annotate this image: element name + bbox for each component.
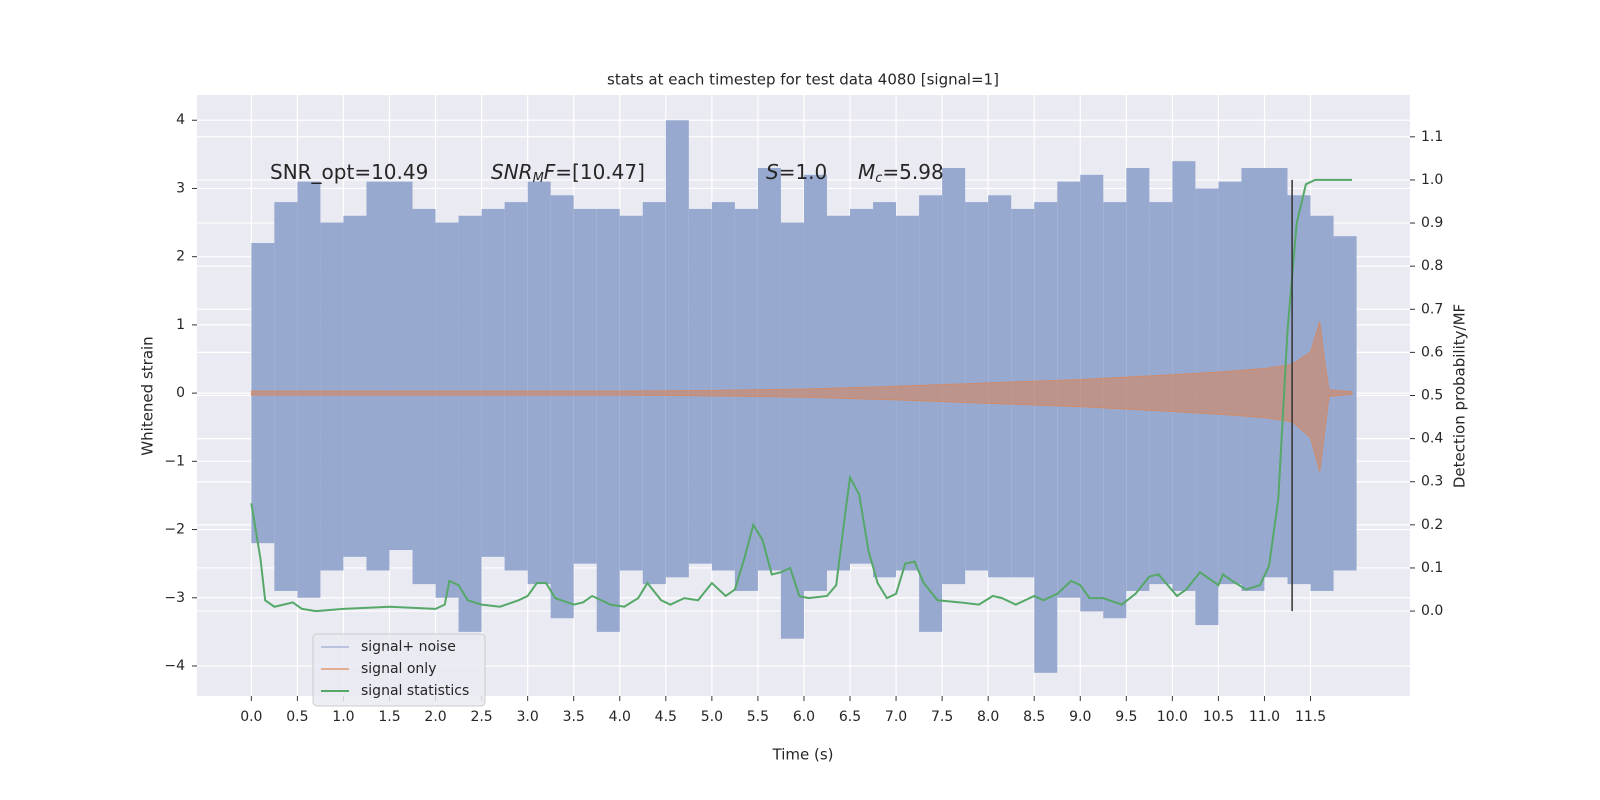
x-tick-label: 4.0	[609, 709, 631, 725]
noise-bar	[297, 181, 321, 598]
x-tick-label: 9.5	[1115, 709, 1137, 725]
x-tick-label: 9.0	[1069, 709, 1091, 725]
x-tick-label: 2.0	[424, 709, 446, 725]
noise-bar	[942, 167, 966, 585]
x-tick-label: 3.5	[563, 709, 585, 725]
y2-tick-label: 0.5	[1421, 388, 1443, 404]
noise-bar	[274, 202, 298, 591]
x-tick-label: 0.5	[286, 709, 308, 725]
noise-bar	[1333, 236, 1357, 571]
legend-label: signal+ noise	[361, 639, 456, 655]
noise-bar	[780, 222, 804, 639]
noise-bar	[573, 208, 597, 564]
x-tick-label: 10.5	[1203, 709, 1234, 725]
x-tick-label: 2.5	[470, 709, 492, 725]
annotation: S=1.0	[766, 160, 827, 184]
noise-bar	[1103, 202, 1127, 619]
noise-bar	[435, 222, 459, 598]
y2-axis-label: Detection probability/MF	[1451, 304, 1469, 488]
x-tick-label: 3.0	[517, 709, 539, 725]
x-tick-label: 8.5	[1023, 709, 1045, 725]
noise-bar	[481, 208, 505, 557]
noise-bar	[412, 208, 436, 585]
annotation-part: F	[544, 160, 556, 184]
noise-bar	[550, 195, 574, 619]
annotation-part: SNR_opt=10.49	[270, 160, 428, 184]
annotation: SNRMF=[10.47]	[491, 160, 645, 186]
noise-bar	[919, 195, 943, 632]
y2-tick-label: 0.1	[1421, 560, 1443, 576]
x-tick-label: 6.5	[839, 709, 861, 725]
y2-tick-label: 0.8	[1421, 258, 1443, 274]
y-tick-label: 3	[176, 180, 185, 196]
y2-tick-label: 0.0	[1421, 603, 1443, 619]
legend-box	[312, 633, 486, 707]
noise-bar	[757, 167, 781, 571]
annotation-part: SNR	[491, 160, 533, 184]
y2-tick-label: 0.7	[1421, 301, 1443, 317]
y-tick-label: 4	[176, 112, 185, 128]
annotation: SNR_opt=10.49	[270, 160, 428, 184]
noise-bar	[320, 222, 344, 571]
annotation-part: =1.0	[779, 160, 828, 184]
noise-bar	[711, 202, 735, 571]
x-tick-label: 1.0	[332, 709, 354, 725]
y2-tick-label: 0.6	[1421, 344, 1443, 360]
x-tick-label: 6.0	[793, 709, 815, 725]
x-tick-label: 4.5	[655, 709, 677, 725]
x-axis-label: Time (s)	[772, 746, 834, 764]
annotation: Mc=5.98	[858, 160, 944, 186]
legend-label: signal only	[361, 661, 436, 677]
noise-bar	[734, 208, 758, 591]
noise-bar	[803, 174, 827, 591]
y2-tick-label: 1.1	[1421, 129, 1443, 145]
y2-tick-label: 0.2	[1421, 517, 1443, 533]
x-tick-label: 10.0	[1157, 709, 1188, 725]
x-tick-label: 8.0	[977, 709, 999, 725]
chart-title: stats at each timestep for test data 408…	[607, 71, 999, 89]
y-tick-label: 2	[176, 249, 185, 265]
y-tick-label: −1	[164, 453, 185, 469]
x-tick-label: 7.5	[931, 709, 953, 725]
y2-tick-label: 0.9	[1421, 215, 1443, 231]
annotation-part: =[10.47]	[555, 160, 645, 184]
y-tick-label: 0	[176, 385, 185, 401]
noise-bar	[527, 181, 551, 585]
noise-bar	[504, 202, 528, 571]
y-tick-label: 1	[176, 317, 185, 333]
y-tick-label: −2	[164, 522, 185, 538]
y-tick-label: −4	[164, 658, 185, 674]
noise-bar	[389, 181, 413, 551]
x-tick-label: 5.0	[701, 709, 723, 725]
noise-bar	[343, 215, 367, 557]
annotation-part: c	[875, 171, 882, 186]
noise-bar	[1034, 202, 1058, 673]
noise-bar	[688, 208, 712, 564]
data	[250, 120, 1357, 673]
noise-bar	[366, 181, 390, 571]
x-tick-label: 11.5	[1295, 709, 1326, 725]
noise-bar	[665, 120, 689, 578]
noise-bar	[458, 215, 482, 632]
x-tick-label: 5.5	[747, 709, 769, 725]
noise-bar	[596, 208, 620, 632]
annotation-part: M	[858, 160, 875, 184]
annotation-part: =5.98	[882, 160, 943, 184]
x-tick-label: 0.0	[240, 709, 262, 725]
x-tick-label: 1.5	[378, 709, 400, 725]
y-tick-label: −3	[164, 590, 185, 606]
y-axis-label: Whitened strain	[139, 336, 157, 455]
noise-bar	[850, 208, 874, 564]
signal-area	[250, 321, 1353, 472]
stat-line	[250, 178, 1352, 613]
annotation-part: S	[766, 160, 779, 184]
y2-tick-label: 0.4	[1421, 431, 1443, 447]
annotation-part: M	[533, 171, 544, 186]
x-tick-label: 11.0	[1249, 709, 1280, 725]
x-tick-label: 7.0	[885, 709, 907, 725]
y2-tick-label: 0.3	[1421, 474, 1443, 490]
y2-tick-label: 1.0	[1421, 172, 1443, 188]
legend-label: signal statistics	[361, 683, 469, 699]
